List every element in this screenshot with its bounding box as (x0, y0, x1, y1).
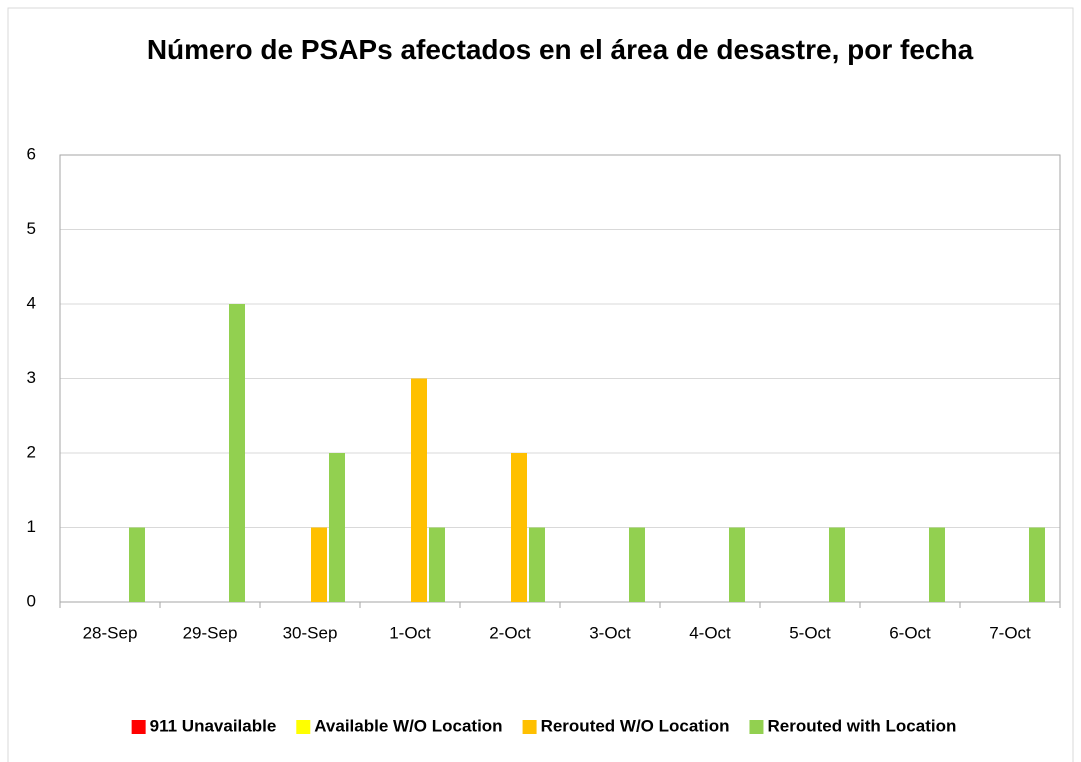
x-tick-label: 3-Oct (589, 623, 631, 642)
bar (311, 527, 327, 602)
x-tick-label: 4-Oct (689, 623, 731, 642)
legend-swatch (749, 720, 764, 734)
x-tick-label: 6-Oct (889, 623, 931, 642)
x-tick-label: 30-Sep (283, 623, 338, 642)
bar (1029, 527, 1045, 602)
chart-border (7, 7, 1074, 762)
bar (511, 453, 527, 602)
x-tick-label: 5-Oct (789, 623, 831, 642)
legend-label: 911 Unavailable (150, 716, 277, 735)
legend-label: Available W/O Location (314, 716, 502, 735)
bar (629, 527, 645, 602)
bar (929, 527, 945, 602)
bar (729, 527, 745, 602)
bar (529, 527, 545, 602)
x-tick-label: 7-Oct (989, 623, 1031, 642)
legend-swatch (296, 720, 311, 734)
y-tick-label: 1 (27, 517, 36, 536)
legend-swatch (131, 720, 146, 734)
bar (129, 527, 145, 602)
y-tick-label: 2 (27, 442, 36, 461)
y-tick-label: 5 (27, 219, 36, 238)
y-tick-label: 6 (27, 144, 36, 163)
y-tick-label: 4 (27, 293, 36, 312)
bar (329, 453, 345, 602)
bar (829, 527, 845, 602)
x-tick-label: 1-Oct (389, 623, 431, 642)
bar (411, 378, 427, 602)
x-tick-label: 2-Oct (489, 623, 531, 642)
x-tick-label: 29-Sep (183, 623, 238, 642)
legend-label: Rerouted W/O Location (541, 716, 730, 735)
y-tick-label: 3 (27, 368, 36, 387)
bar (429, 527, 445, 602)
chart-title: Número de PSAPs afectados en el área de … (146, 34, 974, 65)
x-tick-label: 28-Sep (83, 623, 138, 642)
y-tick-label: 0 (27, 591, 36, 610)
bar (229, 304, 245, 602)
legend-label: Rerouted with Location (767, 716, 956, 735)
legend-swatch (522, 720, 537, 734)
